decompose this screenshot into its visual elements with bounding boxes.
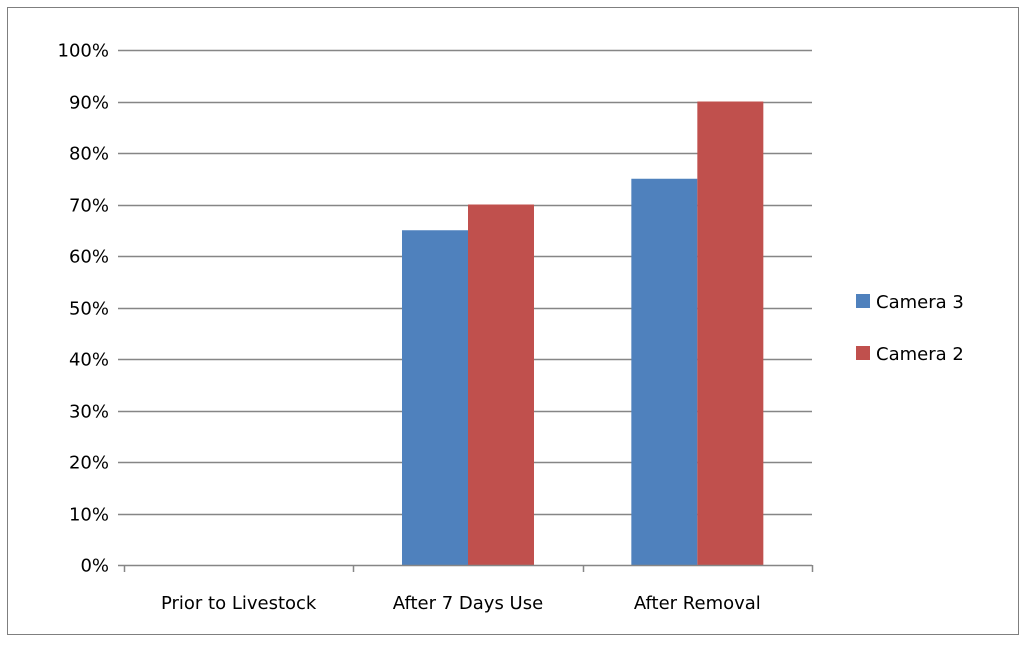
x-axis-tick-labels: Prior to Livestock After 7 Days Use After …: [161, 593, 761, 614]
y-tick-label: 10%: [69, 505, 109, 526]
legend-swatch: [856, 294, 870, 308]
y-tick-label: 0%: [80, 556, 109, 577]
legend-label: Camera 3: [876, 292, 964, 313]
legend-swatch: [856, 346, 870, 360]
y-tick-label: 80%: [69, 144, 109, 165]
bar-camera-3: [402, 230, 468, 565]
y-tick-label: 30%: [69, 402, 109, 423]
y-tick-label: 100%: [58, 41, 109, 62]
y-tick-label: 50%: [69, 299, 109, 320]
y-tick-label: 20%: [69, 453, 109, 474]
y-axis-tick-labels: 0% 10% 20% 30% 40% 50% 60% 70% 80% 90% 100%: [58, 41, 109, 577]
bars: [402, 101, 764, 565]
legend-label: Camera 2: [876, 344, 964, 365]
bar-camera-2: [468, 204, 534, 565]
y-tick-label: 60%: [69, 247, 109, 268]
x-tick-label: Prior to Livestock: [161, 593, 317, 614]
x-axis: [118, 564, 814, 572]
x-tick-label: After Removal: [634, 593, 761, 614]
bar-camera-2: [697, 101, 764, 565]
bar-camera-3: [631, 178, 698, 565]
legend: Camera 3 Camera 2: [856, 292, 964, 365]
y-tick-label: 40%: [69, 350, 109, 371]
y-tick-label: 70%: [69, 196, 109, 217]
y-tick-label: 90%: [69, 93, 109, 114]
x-tick-label: After 7 Days Use: [393, 593, 543, 614]
